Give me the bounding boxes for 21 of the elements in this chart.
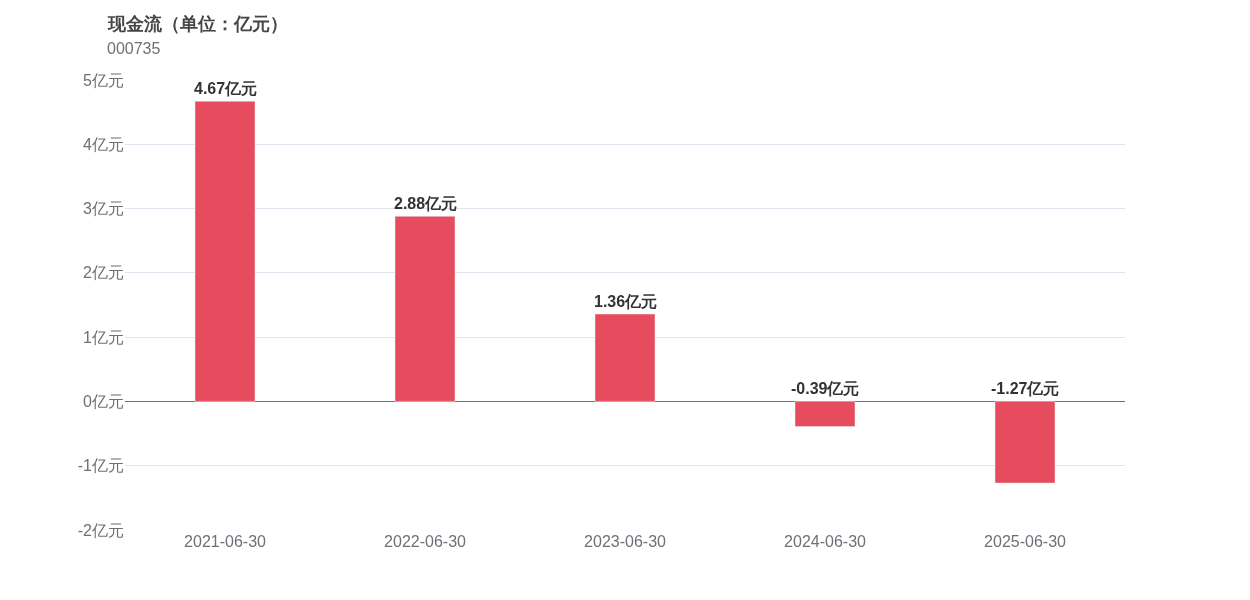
x-tick-label: 2024-06-30 xyxy=(784,533,867,550)
y-tick-label: 2亿元 xyxy=(83,264,124,282)
bar xyxy=(794,401,856,427)
x-tick-label: 2025-06-30 xyxy=(984,533,1067,550)
x-tick-label: 2023-06-30 xyxy=(584,533,667,550)
data-label: 4.67亿元 xyxy=(194,80,258,97)
y-tick-label: -1亿元 xyxy=(77,457,124,475)
chart-title: 现金流（单位：亿元） xyxy=(107,14,288,34)
y-tick-label: 0亿元 xyxy=(83,393,124,411)
y-tick-label: 3亿元 xyxy=(83,200,124,218)
y-tick-label: -2亿元 xyxy=(77,521,124,539)
y-tick-label: 4亿元 xyxy=(83,135,124,153)
chart-subtitle: 000735 xyxy=(107,40,161,57)
y-tick-label: 5亿元 xyxy=(83,71,124,89)
y-tick-label: 1亿元 xyxy=(83,328,124,346)
data-label: 1.36亿元 xyxy=(594,293,658,310)
x-tick-label: 2021-06-30 xyxy=(184,533,267,550)
data-label: 2.88亿元 xyxy=(394,195,458,212)
x-tick-label: 2022-06-30 xyxy=(384,533,467,550)
data-label: -0.39亿元 xyxy=(791,380,860,397)
data-label: -1.27亿元 xyxy=(991,380,1060,397)
